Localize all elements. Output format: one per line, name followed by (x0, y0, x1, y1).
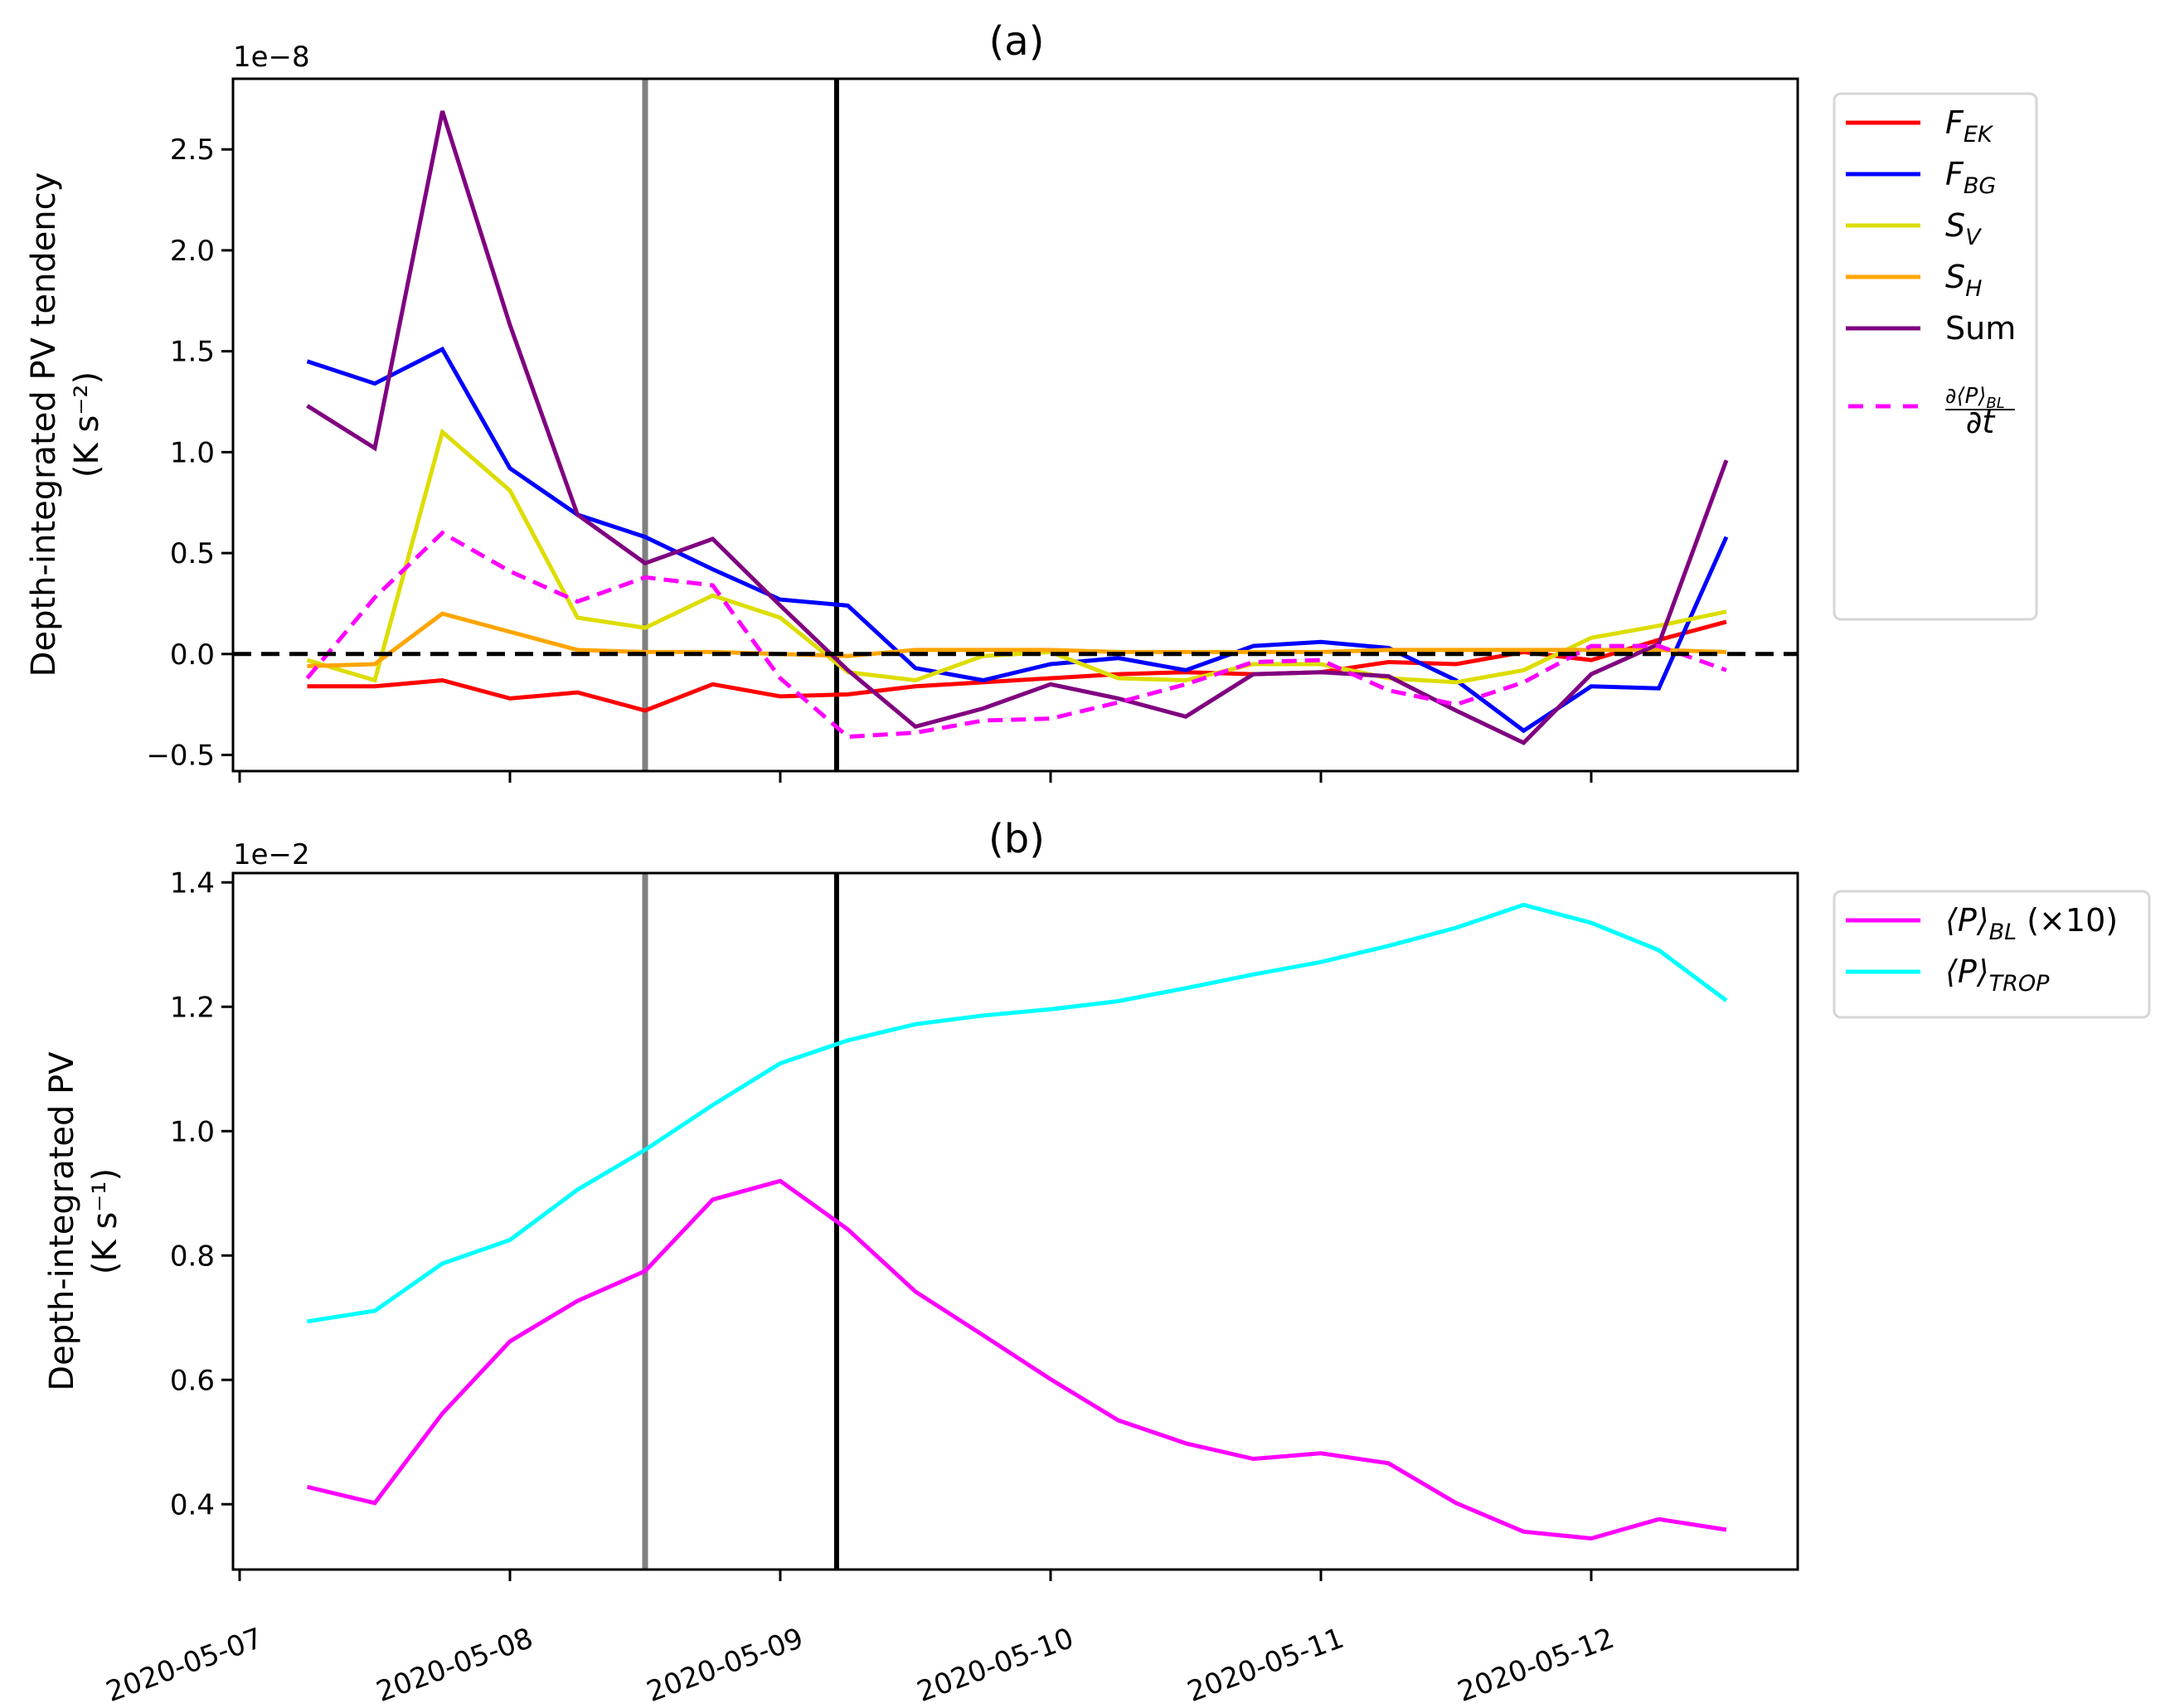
panel-a-ylabel-line1: Depth-integrated PV tendency (25, 172, 63, 677)
panel-a-frame (231, 77, 1799, 773)
legend-item: SH (1846, 259, 1982, 302)
panel-b-series-p-bl-x10 (306, 1178, 1727, 1541)
legend-label: SH (1945, 259, 1982, 302)
panel-b-xtick-label: 2020-05-10 (913, 1622, 1078, 1708)
panel-a-ylabel-line2: (K s⁻²) (68, 371, 106, 478)
panel-a-series-sum (306, 110, 1729, 745)
legend-item: ⟨P⟩TROP (1846, 953, 2050, 997)
panel-a-ytick-label: 2.0 (170, 235, 215, 268)
legend-item: Sum (1846, 310, 2016, 347)
legend-label: Sum (1945, 310, 2016, 347)
legend-label: ⟨P⟩BL (×10) (1945, 902, 2118, 945)
panel-a: (a) 1e−8 −0.5 0.0 0.5 1.0 1.5 2.0 2.5 Depth-in… (25, 18, 2038, 783)
legend-item: ∂⟨P⟩BL∂t (1848, 384, 2015, 440)
panel-a-ytick-label: 1.0 (170, 436, 215, 469)
panel-b-xtick-label: 2020-05-09 (643, 1622, 808, 1708)
panel-b-ytick-label: 1.2 (170, 991, 215, 1024)
legend-label-denominator: ∂t (1966, 404, 1997, 440)
panel-b-xtick-label: 2020-05-08 (372, 1622, 537, 1708)
panel-b-offset-text: 1e−2 (233, 838, 310, 871)
panel-b-plot-area (306, 873, 1728, 1570)
panel-a-plot-area (233, 79, 1798, 771)
panel-b-xtick-label: 2020-05-07 (102, 1622, 267, 1708)
legend-label: FBG (1945, 156, 1996, 199)
panel-b-xtick-label: 2020-05-12 (1454, 1622, 1619, 1708)
panel-b-ytick-label: 0.8 (170, 1240, 215, 1273)
legend-label: ∂⟨P⟩BL (1945, 384, 2005, 412)
panel-a-series-f-ek (307, 619, 1727, 713)
legend-item: FBG (1846, 156, 1996, 199)
panel-a-series-s-h (307, 611, 1727, 668)
panel-b-ytick-label: 1.0 (170, 1115, 215, 1148)
panel-a-y-ticks: −0.5 0.0 0.5 1.0 1.5 2.0 2.5 (146, 133, 233, 773)
panel-a-ytick-label: 2.5 (170, 133, 215, 167)
panel-a-legend: FEK FBG SV SH Sum ∂⟨P⟩BL∂t (1833, 92, 2038, 621)
panel-a-title: (a) (989, 18, 1045, 65)
panel-a-series-dp-bl-dt (305, 530, 1727, 740)
panel-b-xtick-label: 2020-05-11 (1183, 1622, 1348, 1708)
panel-b-ytick-label: 0.4 (170, 1488, 215, 1521)
panel-b-x-ticks: 2020-05-07 2020-05-08 2020-05-09 2020-05-10… (102, 1570, 1619, 1708)
panel-b-ytick-label: 1.4 (170, 866, 215, 900)
panel-a-offset-text: 1e−8 (233, 41, 310, 74)
panel-a-ytick-label: −0.5 (146, 740, 215, 773)
legend-item: SV (1846, 207, 1983, 250)
panel-a-series-f-bg (306, 346, 1729, 734)
panel-b-series-p-trop (307, 902, 1728, 1324)
panel-b: (b) 1e−2 0.40.60.81.01.21.4 2020-05-07 20… (43, 816, 2151, 1708)
panel-b-title: (b) (988, 816, 1045, 862)
legend-label: ⟨P⟩TROP (1945, 953, 2050, 997)
legend-item: FEK (1846, 104, 1994, 148)
panel-b-frame (231, 871, 1799, 1571)
panel-b-ylabel-line1: Depth-integrated PV (43, 1051, 81, 1391)
panel-b-ytick-label: 0.6 (170, 1364, 215, 1397)
panel-b-y-ticks: 0.4 0.6 0.8 1.0 1.2 1.4 (170, 866, 233, 1521)
panel-a-x-ticks (238, 771, 1593, 783)
panel-a-ytick-label: 1.5 (170, 336, 215, 369)
panel-a-ytick-label: 0.0 (170, 638, 215, 672)
panel-a-series-s-v (306, 428, 1727, 685)
legend-label: FEK (1945, 104, 1994, 148)
legend-label: SV (1945, 207, 1983, 250)
legend-item: ⟨P⟩BL (×10) (1846, 902, 2118, 945)
panel-b-legend-box (1833, 890, 2151, 1019)
panel-b-ylabel-line2: (K s⁻¹) (86, 1168, 124, 1274)
panel-b-legend: ⟨P⟩BL (×10) ⟨P⟩TROP (1833, 890, 2151, 1019)
panel-a-ytick-label: 0.5 (170, 537, 215, 570)
